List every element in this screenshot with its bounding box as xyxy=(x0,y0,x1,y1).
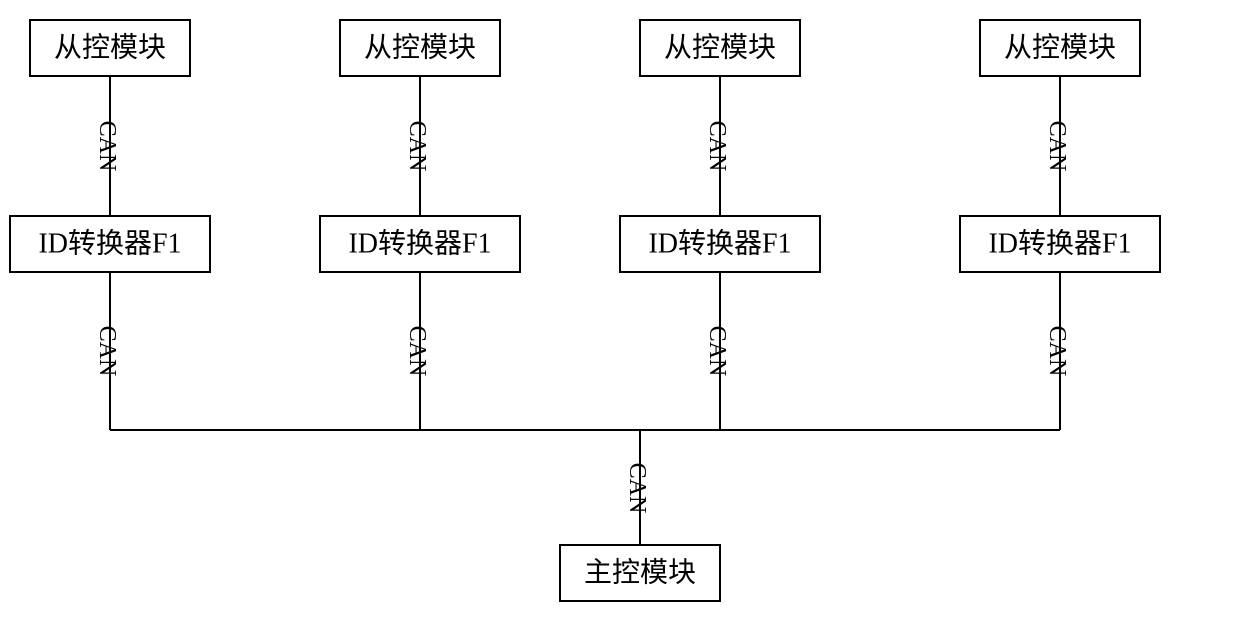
edge-conv3-to-bus-label: CAN xyxy=(704,326,730,377)
slave-module-4-label: 从控模块 xyxy=(1004,31,1116,63)
edge-slave3-to-conv3-label: CAN xyxy=(704,121,730,172)
edge-conv1-to-bus-label: CAN xyxy=(94,326,120,377)
edge-conv2-to-bus-label: CAN xyxy=(404,326,430,377)
edge-conv4-to-bus-label: CAN xyxy=(1044,326,1070,377)
id-converter-2: ID转换器F1 xyxy=(320,216,520,272)
master-module: 主控模块 xyxy=(560,545,720,601)
id-converter-1: ID转换器F1 xyxy=(10,216,210,272)
id-converter-1-label: ID转换器F1 xyxy=(38,227,181,259)
edge-slave1-to-conv1-label: CAN xyxy=(94,121,120,172)
id-converter-4-label: ID转换器F1 xyxy=(988,227,1131,259)
diagram-root: 从控模块 CAN ID转换器F1 CAN 从控模块 CAN ID转换器F1 CA… xyxy=(0,0,1240,620)
id-converter-4: ID转换器F1 xyxy=(960,216,1160,272)
id-converter-3-label: ID转换器F1 xyxy=(648,227,791,259)
slave-module-2-label: 从控模块 xyxy=(364,31,476,63)
slave-module-1-label: 从控模块 xyxy=(54,31,166,63)
id-converter-2-label: ID转换器F1 xyxy=(348,227,491,259)
id-converter-3: ID转换器F1 xyxy=(620,216,820,272)
master-module-label: 主控模块 xyxy=(584,556,696,588)
slave-module-3-label: 从控模块 xyxy=(664,31,776,63)
edge-slave4-to-conv4-label: CAN xyxy=(1044,121,1070,172)
slave-module-3: 从控模块 xyxy=(640,20,800,76)
edge-bus-to-master-label: CAN xyxy=(624,463,650,514)
slave-module-4: 从控模块 xyxy=(980,20,1140,76)
edge-slave2-to-conv2-label: CAN xyxy=(404,121,430,172)
slave-module-2: 从控模块 xyxy=(340,20,500,76)
slave-module-1: 从控模块 xyxy=(30,20,190,76)
